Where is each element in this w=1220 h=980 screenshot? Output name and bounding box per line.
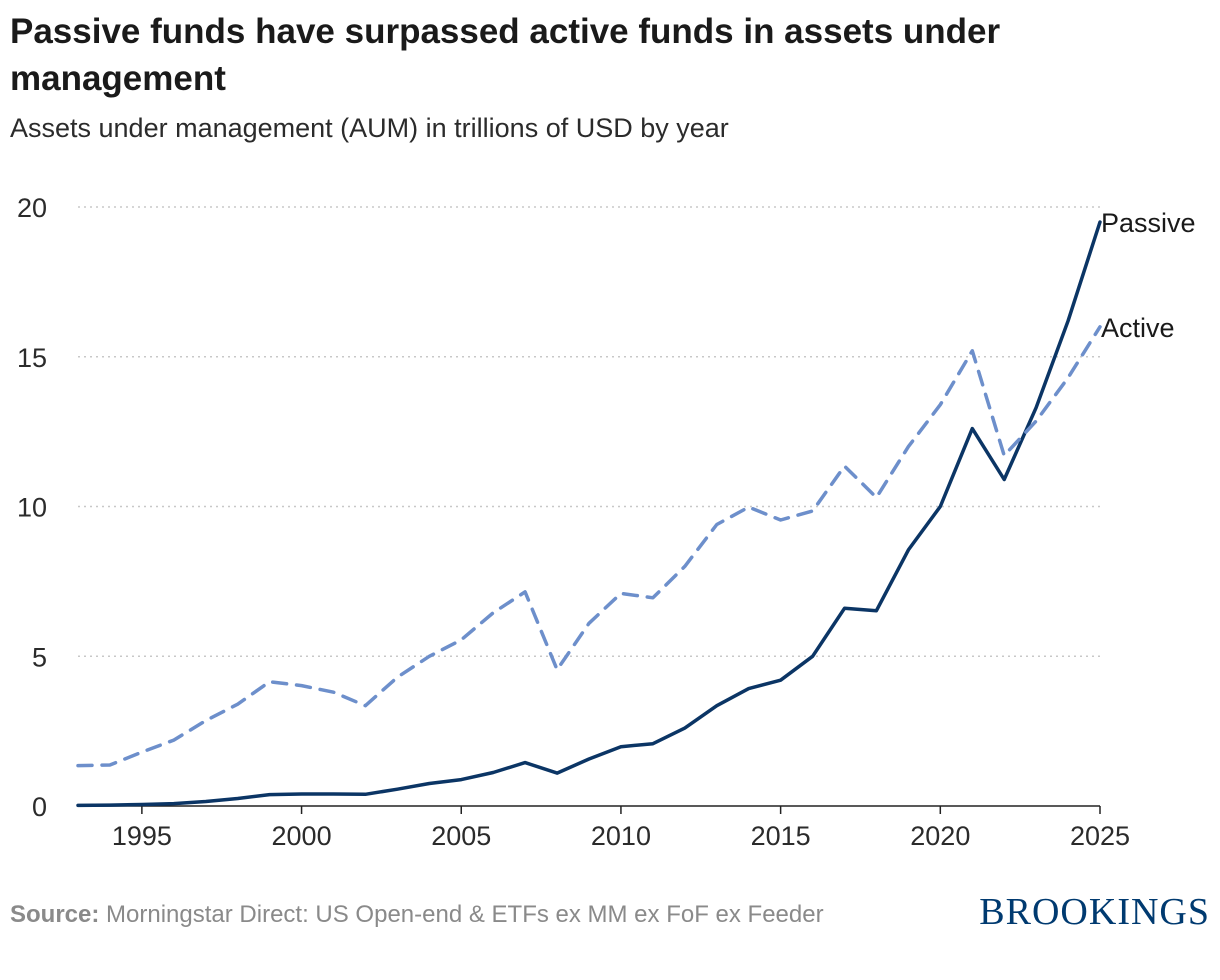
series-label-passive: Passive (1101, 208, 1196, 238)
y-tick-label: 10 (17, 493, 47, 523)
source-text: Morningstar Direct: US Open-end & ETFs e… (106, 901, 824, 928)
x-tick-label: 2000 (272, 821, 332, 851)
y-axis-ticks: 0 5 10 15 20 (17, 193, 47, 822)
gridlines (78, 206, 1100, 657)
brookings-logo: BROOKINGS (979, 891, 1210, 933)
y-tick-label: 0 (32, 792, 47, 822)
y-tick-label: 20 (17, 193, 47, 223)
y-tick-label: 5 (32, 642, 47, 672)
x-tick-label: 2025 (1070, 821, 1130, 851)
source-note: Source: Morningstar Direct: US Open-end … (10, 897, 890, 932)
chart-title: Passive funds have surpassed active fund… (10, 12, 1001, 98)
series-label-active: Active (1101, 313, 1175, 343)
series-line-active (76, 325, 1102, 768)
y-tick-label: 15 (17, 343, 47, 373)
x-tick-label: 2020 (910, 821, 970, 851)
x-tick-label: 1995 (112, 821, 172, 851)
series-line-passive (76, 220, 1102, 808)
series-lines (76, 220, 1102, 808)
chart-subtitle: Assets under management (AUM) in trillio… (10, 113, 729, 143)
x-axis-ticks: 1995 2000 2005 2010 2015 2020 2025 (112, 806, 1130, 851)
series-labels: Passive Active (1101, 208, 1196, 343)
x-tick-label: 2010 (591, 821, 651, 851)
x-tick-label: 2005 (431, 821, 491, 851)
x-tick-label: 2015 (751, 821, 811, 851)
source-label: Source: (10, 901, 100, 928)
